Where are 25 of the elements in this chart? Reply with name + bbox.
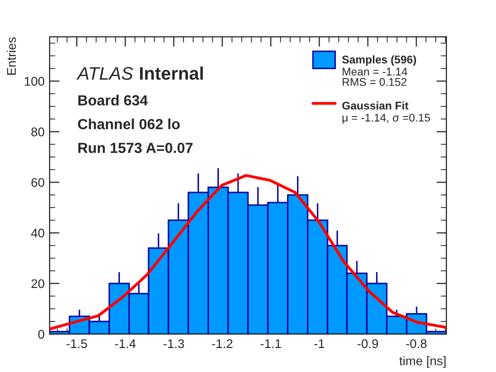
x-tick-label: -0.9: [358, 339, 378, 348]
y-axis-title: Entries: [6, 37, 16, 75]
y-tick-label: 40: [31, 228, 44, 238]
legend-label: Samples (596): [342, 55, 416, 66]
annotation: μ = -1.14, σ =0.15: [342, 114, 430, 124]
y-tick-label: 0: [38, 330, 44, 339]
x-tick-label: -1.1: [260, 339, 281, 348]
y-tick-label: 20: [31, 279, 44, 288]
annotation: ATLAS: [76, 67, 134, 80]
y-tick-label: 60: [31, 178, 44, 187]
y-tick-label: 100: [24, 76, 44, 86]
x-tick-label: -1.5: [66, 339, 88, 348]
x-tick-label: -1.4: [115, 339, 136, 348]
x-axis-title: time [ns]: [399, 356, 446, 368]
x-tick-label: -1: [314, 339, 324, 348]
x-tick-label: -1.3: [164, 339, 184, 348]
annotation: Run 1573 A=0.07: [78, 142, 193, 154]
x-tick-label: -1.2: [212, 339, 232, 348]
legend-label: Gaussian Fit: [342, 101, 408, 110]
annotation: Board 634: [78, 94, 148, 106]
annotation: Mean = -1.14 RMS = 0.152: [342, 68, 408, 86]
x-tick-label: -0.8: [406, 339, 427, 348]
annotation: Internal: [140, 66, 203, 80]
y-tick-label: 80: [31, 127, 44, 136]
annotation: Channel 062 lo: [78, 118, 180, 130]
